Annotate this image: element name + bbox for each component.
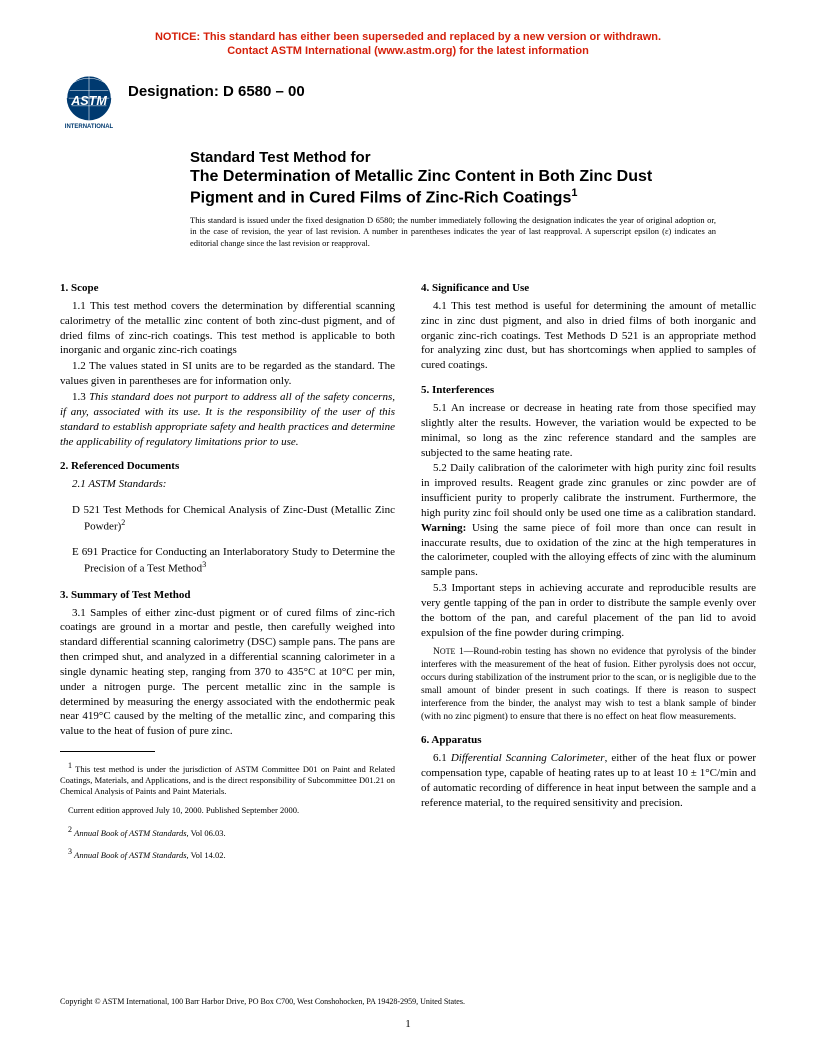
left-column: 1. Scope 1.1 This test method covers the… — [60, 271, 395, 869]
note-1-text: —Round-robin testing has shown no eviden… — [421, 647, 756, 721]
page: NOTICE: This standard has either been su… — [0, 0, 816, 1056]
summary-head: 3. Summary of Test Method — [60, 588, 395, 603]
para-2-1: 2.1 ASTM Standards: — [60, 477, 395, 492]
title-prefix: Standard Test Method for — [190, 149, 716, 168]
para-5-2: 5.2 Daily calibration of the calorimeter… — [421, 461, 756, 580]
right-column: 4. Significance and Use 4.1 This test me… — [421, 271, 756, 869]
warning-label: Warning: — [421, 522, 466, 534]
apparatus-head: 6. Apparatus — [421, 733, 756, 748]
astm-logo-icon: ASTM INTERNATIONAL — [60, 73, 118, 131]
refs-head: 2. Referenced Documents — [60, 459, 395, 474]
interf-head: 5. Interferences — [421, 383, 756, 398]
scope-head: 1. Scope — [60, 281, 395, 296]
ref-d521-sup: 2 — [121, 518, 125, 527]
footnote-1-text: This test method is under the jurisdicti… — [60, 764, 395, 796]
footnote-3: 3 Annual Book of ASTM Standards, Vol 14.… — [60, 847, 395, 861]
para-6-1-term: Differential Scanning Calorimeter — [451, 752, 605, 764]
notice-line2: Contact ASTM International (www.astm.org… — [227, 45, 589, 57]
logo-text-bottom: INTERNATIONAL — [65, 124, 114, 130]
title-main-text: The Determination of Metallic Zinc Conte… — [190, 168, 652, 206]
para-5-1: 5.1 An increase or decrease in heating r… — [421, 401, 756, 460]
note-1: NOTE 1—Round-robin testing has shown no … — [421, 646, 756, 723]
para-1-2: 1.2 The values stated in SI units are to… — [60, 359, 395, 389]
title-sup: 1 — [571, 187, 577, 199]
body-columns: 1. Scope 1.1 This test method covers the… — [60, 271, 756, 869]
copyright-line: Copyright © ASTM International, 100 Barr… — [60, 997, 756, 1006]
notice-line1: NOTICE: This standard has either been su… — [155, 31, 661, 43]
page-number: 1 — [0, 1018, 816, 1030]
designation: Designation: D 6580 – 00 — [128, 73, 305, 100]
notice-banner: NOTICE: This standard has either been su… — [60, 30, 756, 59]
para-6-1a: 6.1 — [433, 752, 451, 764]
para-5-3: 5.3 Important steps in achieving accurat… — [421, 581, 756, 640]
footnote-1: 1 This test method is under the jurisdic… — [60, 761, 395, 797]
para-1-1: 1.1 This test method covers the determin… — [60, 299, 395, 358]
para-6-1: 6.1 Differential Scanning Calorimeter, e… — [421, 751, 756, 810]
ref-e691: E 691 Practice for Conducting an Interla… — [72, 545, 395, 576]
issuance-note: This standard is issued under the fixed … — [190, 215, 716, 249]
title-block: Standard Test Method for The Determinati… — [190, 149, 716, 209]
footnote-2-vol: , Vol 06.03. — [187, 828, 226, 838]
ref-d521: D 521 Test Methods for Chemical Analysis… — [72, 503, 395, 534]
para-3-1: 3.1 Samples of either zinc-dust pigment … — [60, 606, 395, 740]
ref-e691-sup: 3 — [202, 560, 206, 569]
sig-head: 4. Significance and Use — [421, 281, 756, 296]
footnote-1b: Current edition approved July 10, 2000. … — [60, 805, 395, 816]
note-1-label: NOTE 1 — [433, 647, 464, 657]
footnote-3-vol: , Vol 14.02. — [187, 850, 226, 860]
footnote-3-title: Annual Book of ASTM Standards — [74, 850, 186, 860]
para-5-2b: Using the same piece of foil more than o… — [421, 522, 756, 579]
para-5-2a: 5.2 Daily calibration of the calorimeter… — [421, 462, 756, 519]
header-row: ASTM INTERNATIONAL Designation: D 6580 –… — [60, 73, 756, 131]
logo-text-top: ASTM — [70, 93, 107, 107]
ref-e691-text: E 691 Practice for Conducting an Interla… — [72, 546, 395, 575]
para-1-3: 1.3 1.3 This standard does not purport t… — [60, 390, 395, 449]
footnote-2: 2 Annual Book of ASTM Standards, Vol 06.… — [60, 825, 395, 839]
para-4-1: 4.1 This test method is useful for deter… — [421, 299, 756, 373]
footnote-2-title: Annual Book of ASTM Standards — [74, 828, 186, 838]
title-main: The Determination of Metallic Zinc Conte… — [190, 167, 716, 208]
footnote-rule — [60, 751, 155, 752]
